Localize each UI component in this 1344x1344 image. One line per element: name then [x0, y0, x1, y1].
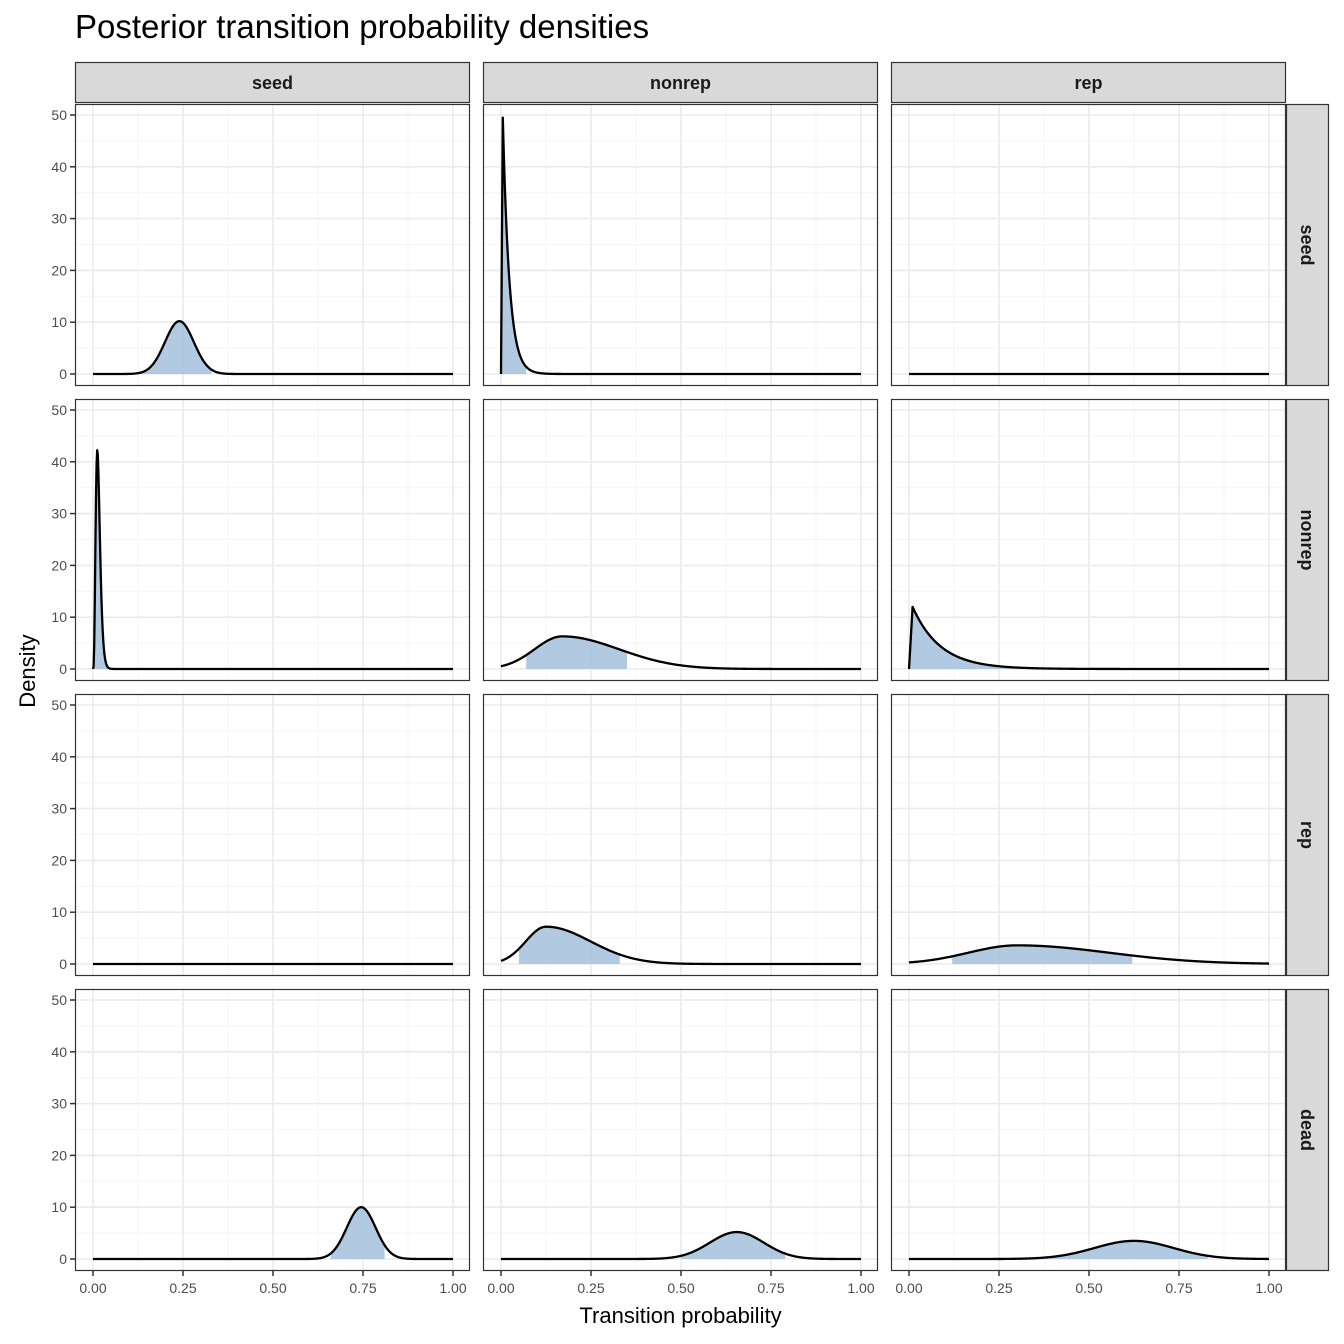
credible-interval-area	[1045, 1240, 1208, 1259]
y-tick-label: 0	[59, 956, 67, 972]
y-tick-label: 10	[51, 609, 67, 625]
credible-interval-area	[93, 449, 111, 669]
row-strip-rep: rep	[1285, 693, 1330, 977]
x-tick-label: 1.00	[439, 1280, 466, 1296]
y-tick-label: 0	[59, 1251, 67, 1267]
panel-dead-to-seed: 0 10 20 30 40 50 0.00 0.25 0.50 0.75 1.00	[51, 988, 471, 1296]
row-strip-seed: seed	[1285, 103, 1330, 387]
credible-interval-area	[519, 926, 620, 964]
column-strip-seed: seed	[74, 61, 471, 104]
panel-dead-to-rep: 0.00 0.25 0.50 0.75 1.00	[890, 988, 1287, 1296]
column-strip-rep: rep	[890, 61, 1287, 104]
density-curve	[908, 944, 1270, 965]
density-curve	[908, 1239, 1270, 1261]
svg-text:rep: rep	[1074, 73, 1102, 93]
panel-rep-to-seed: 0 10 20 30 40 50	[51, 693, 471, 977]
x-tick-label: 0.75	[349, 1280, 376, 1296]
y-tick-label: 30	[51, 211, 67, 227]
y-tick-label: 50	[51, 992, 67, 1008]
credible-interval-area	[501, 121, 527, 374]
credible-interval-area	[129, 321, 212, 374]
x-tick-label: 0.75	[757, 1280, 784, 1296]
svg-text:seed: seed	[252, 73, 293, 93]
x-tick-label: 0.50	[1075, 1280, 1102, 1296]
svg-text:seed: seed	[1297, 224, 1317, 265]
x-tick-label: 0.75	[1165, 1280, 1192, 1296]
y-tick-label: 20	[51, 852, 67, 868]
svg-text:rep: rep	[1297, 821, 1317, 849]
y-tick-label: 40	[51, 454, 67, 470]
y-tick-label: 0	[59, 661, 67, 677]
panel-nonrep-to-seed: 0 10 20 30 40 50	[51, 398, 471, 682]
x-tick-label: 0.00	[487, 1280, 514, 1296]
credible-interval-area	[909, 607, 1017, 669]
panel-seed-to-nonrep	[482, 103, 879, 387]
density-curve	[500, 635, 862, 671]
y-tick-label: 20	[51, 557, 67, 573]
x-tick-label: 0.00	[79, 1280, 106, 1296]
x-tick-label: 0.50	[259, 1280, 286, 1296]
row-strip-dead: dead	[1285, 988, 1330, 1272]
x-tick-label: 0.25	[985, 1280, 1012, 1296]
y-tick-label: 10	[51, 904, 67, 920]
y-tick-label: 10	[51, 314, 67, 330]
credible-interval-area	[952, 945, 1133, 964]
row-strip-nonrep: nonrep	[1285, 398, 1330, 682]
svg-text:nonrep: nonrep	[1297, 510, 1317, 571]
panel-nonrep-to-nonrep	[482, 398, 879, 682]
density-curve	[92, 1206, 454, 1261]
y-tick-label: 20	[51, 262, 67, 278]
panel-seed-to-seed: 0 10 20 30 40 50	[51, 103, 471, 387]
density-curve	[499, 116, 862, 376]
x-tick-label: 1.00	[847, 1280, 874, 1296]
panel-rep-to-nonrep	[482, 693, 879, 977]
y-tick-label: 40	[51, 749, 67, 765]
chart-title: Posterior transition probability densiti…	[75, 8, 650, 45]
density-curve	[907, 605, 1270, 671]
credible-interval-area	[681, 1232, 786, 1259]
y-tick-label: 40	[51, 159, 67, 175]
panel-rep-to-rep	[890, 693, 1287, 977]
svg-text:dead: dead	[1297, 1109, 1317, 1151]
density-curve	[500, 1230, 862, 1261]
x-tick-label: 0.00	[895, 1280, 922, 1296]
y-tick-label: 50	[51, 107, 67, 123]
density-curve	[500, 925, 862, 966]
panel-seed-to-rep	[890, 103, 1287, 387]
y-tick-label: 50	[51, 402, 67, 418]
x-tick-label: 0.50	[667, 1280, 694, 1296]
density-curve	[91, 449, 454, 671]
y-tick-label: 40	[51, 1044, 67, 1060]
y-tick-label: 0	[59, 366, 67, 382]
y-tick-label: 50	[51, 697, 67, 713]
x-axis-label: Transition probability	[579, 1303, 782, 1328]
svg-text:nonrep: nonrep	[650, 73, 711, 93]
x-tick-label: 0.25	[169, 1280, 196, 1296]
y-tick-label: 30	[51, 506, 67, 522]
column-strip-nonrep: nonrep	[482, 61, 879, 104]
panel-dead-to-nonrep: 0.00 0.25 0.50 0.75 1.00	[482, 988, 879, 1296]
y-tick-label: 30	[51, 1096, 67, 1112]
x-tick-label: 0.25	[577, 1280, 604, 1296]
y-tick-label: 30	[51, 801, 67, 817]
y-tick-label: 10	[51, 1199, 67, 1215]
x-tick-label: 1.00	[1255, 1280, 1282, 1296]
panel-nonrep-to-rep	[890, 398, 1287, 682]
density-curve	[92, 320, 454, 376]
y-tick-label: 20	[51, 1147, 67, 1163]
